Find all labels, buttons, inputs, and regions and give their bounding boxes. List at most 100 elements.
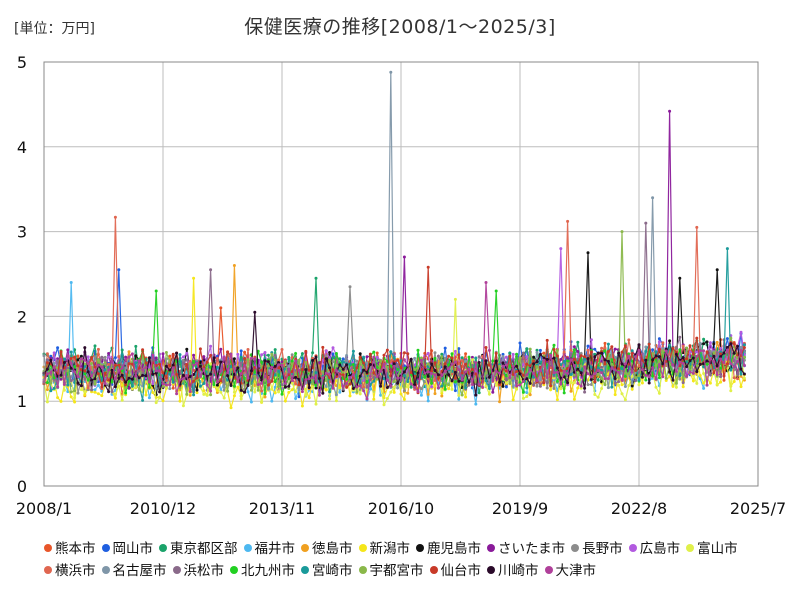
- data-point: [249, 388, 253, 392]
- data-point: [113, 392, 117, 396]
- data-point: [685, 357, 689, 361]
- data-point: [528, 381, 532, 385]
- data-point: [76, 358, 80, 362]
- data-point: [130, 377, 134, 381]
- data-point: [409, 357, 413, 361]
- data-point: [651, 196, 655, 200]
- data-point: [501, 377, 505, 381]
- data-point: [110, 390, 114, 394]
- data-point: [266, 383, 270, 387]
- data-point: [185, 363, 189, 367]
- data-point: [287, 384, 291, 388]
- data-point: [273, 358, 277, 362]
- data-point: [107, 362, 111, 366]
- data-point: [379, 359, 383, 363]
- data-point: [620, 378, 624, 382]
- data-point: [280, 392, 284, 396]
- data-point: [566, 383, 570, 387]
- data-point: [287, 387, 291, 390]
- data-point: [555, 379, 559, 383]
- data-point: [674, 352, 678, 356]
- data-point: [430, 385, 434, 389]
- data-point: [688, 350, 692, 354]
- data-point: [409, 382, 413, 386]
- data-point: [477, 355, 481, 359]
- data-point: [583, 390, 587, 394]
- data-point: [372, 371, 376, 375]
- data-point: [443, 381, 447, 385]
- data-point: [719, 346, 723, 350]
- data-point: [657, 355, 661, 359]
- data-point: [525, 373, 529, 377]
- data-point: [168, 368, 172, 372]
- data-point: [501, 364, 505, 368]
- data-point: [566, 372, 570, 375]
- data-point: [487, 375, 491, 379]
- data-point: [311, 359, 315, 362]
- data-point: [623, 371, 627, 375]
- data-point: [426, 399, 430, 403]
- data-point: [280, 376, 284, 380]
- data-point: [389, 350, 393, 354]
- data-point: [484, 359, 488, 363]
- data-point: [688, 370, 692, 374]
- data-point: [712, 354, 716, 358]
- legend-item: 東京都区部: [159, 540, 238, 558]
- data-point: [124, 391, 128, 395]
- data-point: [124, 383, 128, 387]
- data-point: [127, 350, 131, 354]
- data-point: [137, 359, 141, 363]
- data-point: [447, 383, 451, 387]
- data-point: [365, 380, 369, 384]
- data-point: [467, 355, 471, 359]
- data-point: [603, 349, 607, 353]
- data-point: [593, 393, 597, 396]
- data-point: [664, 379, 668, 382]
- data-point: [562, 350, 566, 354]
- data-point: [392, 356, 396, 360]
- data-point: [120, 369, 124, 373]
- data-point: [127, 355, 131, 359]
- data-point: [518, 381, 522, 384]
- data-point: [467, 380, 471, 384]
- data-point: [685, 365, 689, 369]
- data-point: [297, 395, 301, 399]
- data-point: [168, 354, 172, 358]
- data-point: [739, 385, 743, 389]
- data-point: [528, 364, 532, 368]
- data-point: [236, 352, 240, 356]
- data-point: [209, 389, 213, 393]
- data-point: [396, 376, 400, 380]
- data-point: [664, 376, 668, 380]
- data-point: [644, 374, 648, 377]
- data-point: [249, 400, 253, 404]
- data-point: [79, 357, 83, 361]
- data-point: [572, 397, 576, 401]
- data-point: [430, 381, 434, 385]
- data-point: [742, 355, 746, 359]
- data-point: [239, 349, 243, 353]
- series-lines: [42, 70, 746, 410]
- data-point: [392, 380, 396, 384]
- data-point: [151, 353, 155, 357]
- data-point: [96, 347, 100, 351]
- data-point: [198, 347, 202, 351]
- data-point: [348, 362, 352, 366]
- data-point: [120, 373, 124, 377]
- data-point: [719, 366, 723, 370]
- data-point: [144, 374, 148, 378]
- data-point: [181, 361, 185, 365]
- data-point: [589, 375, 593, 379]
- data-point: [532, 359, 536, 363]
- data-point: [307, 396, 311, 400]
- data-point: [623, 344, 627, 348]
- data-point: [484, 281, 488, 284]
- data-point: [314, 366, 318, 370]
- legend-item: 仙台市: [429, 562, 481, 580]
- data-point: [103, 355, 107, 359]
- data-point: [368, 386, 372, 390]
- legend-item: 大津市: [544, 562, 596, 580]
- data-point: [130, 384, 134, 388]
- data-point: [705, 383, 709, 387]
